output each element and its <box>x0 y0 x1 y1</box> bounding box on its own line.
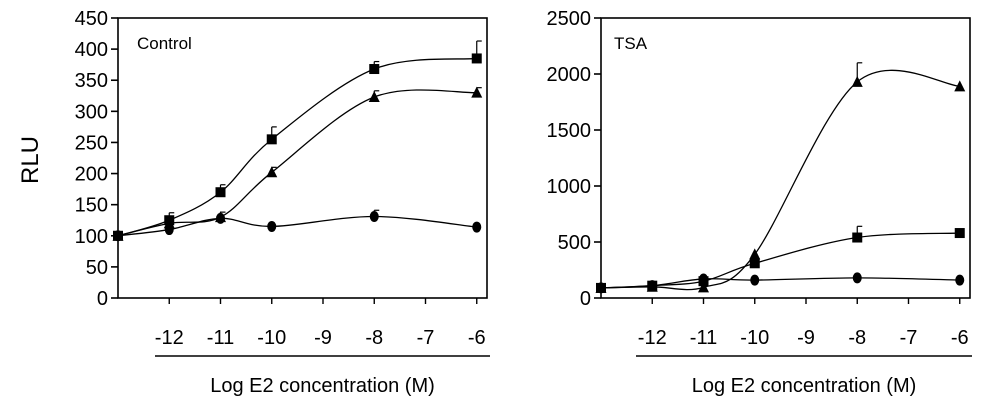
circle-marker <box>647 280 657 292</box>
x-axis-title: Log E2 concentration (M) <box>692 375 917 397</box>
y-tick-label: 350 <box>75 70 108 92</box>
plot-frame <box>600 17 971 299</box>
y-tick-label: 0 <box>97 288 108 310</box>
y-tick-label: 100 <box>75 226 108 248</box>
triangle-marker <box>266 166 278 178</box>
circle-marker <box>369 210 379 222</box>
square-marker <box>266 134 277 145</box>
x-tick-label: -12 <box>155 327 184 349</box>
y-tick-label: 2000 <box>547 64 592 86</box>
triangle-marker <box>851 75 863 87</box>
x-tick-label: -11 <box>207 327 234 349</box>
plot-frame <box>117 17 488 299</box>
x-tick-label: -7 <box>900 327 918 349</box>
x-axis-title: Log E2 concentration (M) <box>210 375 435 397</box>
x-tick-label: -8 <box>848 327 866 349</box>
panel-label: Control <box>137 34 192 53</box>
triangle-marker <box>471 86 483 98</box>
triangle-marker <box>698 281 709 293</box>
x-tick-label: -6 <box>468 327 486 349</box>
square-marker <box>852 232 863 243</box>
triangle-marker <box>954 80 966 92</box>
control-panel: Control 0 50 100 150 200 250 300 350 400 450 -12 -1… <box>75 8 490 397</box>
circle-marker <box>699 273 708 285</box>
triangle-marker <box>368 91 380 103</box>
y-tick-label: 2500 <box>547 8 592 30</box>
y-tick-label: 50 <box>86 257 108 279</box>
y-tick-label: 1500 <box>547 120 592 142</box>
y-tick-label: 500 <box>558 232 591 254</box>
y-tick-label: 250 <box>75 132 108 154</box>
y-tick-label: 200 <box>75 164 108 186</box>
x-tick-label: -9 <box>314 327 332 349</box>
circle-marker <box>472 221 482 233</box>
x-tick-label: -10 <box>257 327 286 349</box>
y-tick-label: 400 <box>75 39 108 61</box>
panel-label: TSA <box>614 34 648 53</box>
series-line-triangle <box>117 89 477 237</box>
circle-marker <box>113 230 123 242</box>
y-tick-label: 0 <box>580 288 591 310</box>
circle-marker <box>955 274 965 286</box>
circle-marker <box>164 224 174 236</box>
series-line-square <box>117 57 477 237</box>
x-tick-label: -11 <box>690 327 717 349</box>
y-tick-label: 1000 <box>547 176 592 198</box>
x-tick-label: -7 <box>417 327 435 349</box>
tsa-panel: TSA 0 500 1000 1500 2000 2500 -12 -11 -10 -9 -8 -7 -… <box>547 8 972 397</box>
square-marker <box>954 228 965 239</box>
circle-marker <box>852 272 862 284</box>
y-tick-label: 450 <box>75 8 108 30</box>
square-marker <box>749 258 760 269</box>
x-tick-label: -6 <box>951 327 969 349</box>
x-tick-label: -10 <box>740 327 769 349</box>
square-marker <box>471 53 482 64</box>
x-tick-label: -8 <box>365 327 383 349</box>
series-line-triangle <box>600 69 960 291</box>
square-marker <box>215 187 226 198</box>
triangle-marker <box>749 248 761 260</box>
y-tick-label: 300 <box>75 101 108 123</box>
y-axis-label: RLU <box>17 136 44 184</box>
circle-marker <box>216 212 225 224</box>
circle-marker <box>596 282 606 294</box>
square-marker <box>369 64 380 75</box>
x-tick-label: -9 <box>797 327 815 349</box>
y-tick-label: 150 <box>75 195 108 217</box>
circle-marker <box>267 220 277 232</box>
circle-marker <box>750 274 760 286</box>
x-tick-label: -12 <box>638 327 667 349</box>
